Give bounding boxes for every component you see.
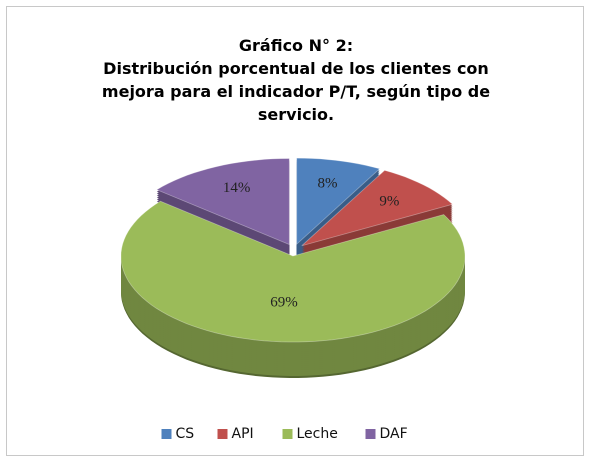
titles: Gráfico N° 2: Distribución porcentual de…: [80, 34, 512, 126]
data-label: 8%: [318, 176, 338, 192]
slice: [296, 157, 381, 246]
chart-subtitle: Distribución porcentual de los clientes …: [101, 59, 491, 124]
legend-swatch: [161, 429, 172, 439]
data-label: 14%: [223, 180, 251, 196]
chart-frame: [6, 6, 584, 456]
slice: [155, 158, 290, 246]
slice: [120, 200, 466, 343]
legend-label: Leche: [297, 426, 338, 442]
legend-label: DAF: [380, 426, 408, 442]
legend-label: CS: [176, 426, 195, 442]
legend-swatch: [217, 429, 228, 439]
legend-swatch: [365, 429, 376, 439]
slice: [301, 169, 454, 247]
data-label: 69%: [270, 295, 298, 311]
legend-swatch: [282, 429, 293, 439]
chart-title: Gráfico N° 2:: [238, 36, 354, 55]
data-label: 9%: [379, 193, 399, 209]
legend-label: API: [232, 426, 254, 442]
